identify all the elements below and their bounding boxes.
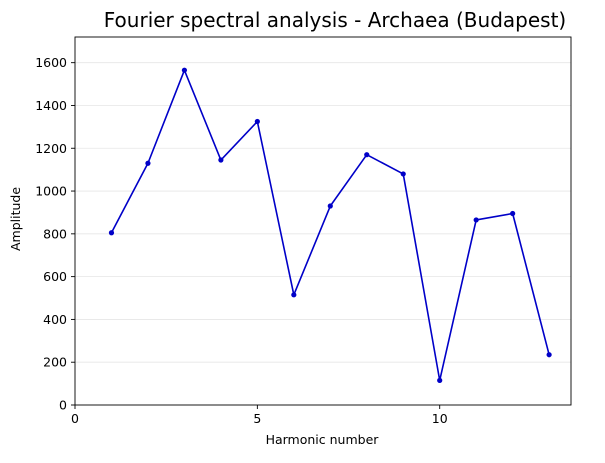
data-series (108, 67, 552, 383)
chart-title: Fourier spectral analysis - Archaea (Bud… (104, 8, 566, 32)
y-tick-label: 600 (43, 269, 67, 284)
data-point (400, 171, 406, 177)
x-tick-label: 10 (432, 411, 448, 426)
x-tick-label: 5 (253, 411, 261, 426)
data-point (254, 118, 260, 125)
y-tick-label: 1600 (35, 55, 67, 70)
y-axis-label: Amplitude (8, 187, 23, 251)
data-point (364, 152, 370, 158)
plot-frame (74, 36, 572, 406)
y-tick-label: 0 (59, 398, 67, 413)
data-point (437, 377, 443, 383)
y-tick-label: 1000 (35, 184, 67, 199)
data-point (181, 67, 188, 73)
y-tick-label: 400 (43, 312, 67, 327)
y-tick-label: 800 (43, 226, 67, 241)
data-point (473, 217, 479, 223)
data-point (218, 157, 224, 163)
x-tick-label: 0 (71, 411, 79, 426)
tick-marks: 0 200 400 600 800 1000 1200 1400 1600 0 5 10 (35, 55, 448, 426)
data-point (546, 352, 552, 358)
grid-lines (75, 62, 571, 363)
y-tick-label: 200 (43, 355, 67, 370)
data-point (145, 160, 151, 166)
data-point (510, 210, 516, 217)
x-axis-label: Harmonic number (266, 432, 380, 447)
y-tick-label: 1400 (35, 98, 67, 113)
data-point (327, 203, 333, 209)
data-point (108, 230, 115, 236)
axes (74, 36, 572, 406)
y-tick-label: 1200 (35, 141, 67, 156)
data-point (291, 292, 297, 298)
